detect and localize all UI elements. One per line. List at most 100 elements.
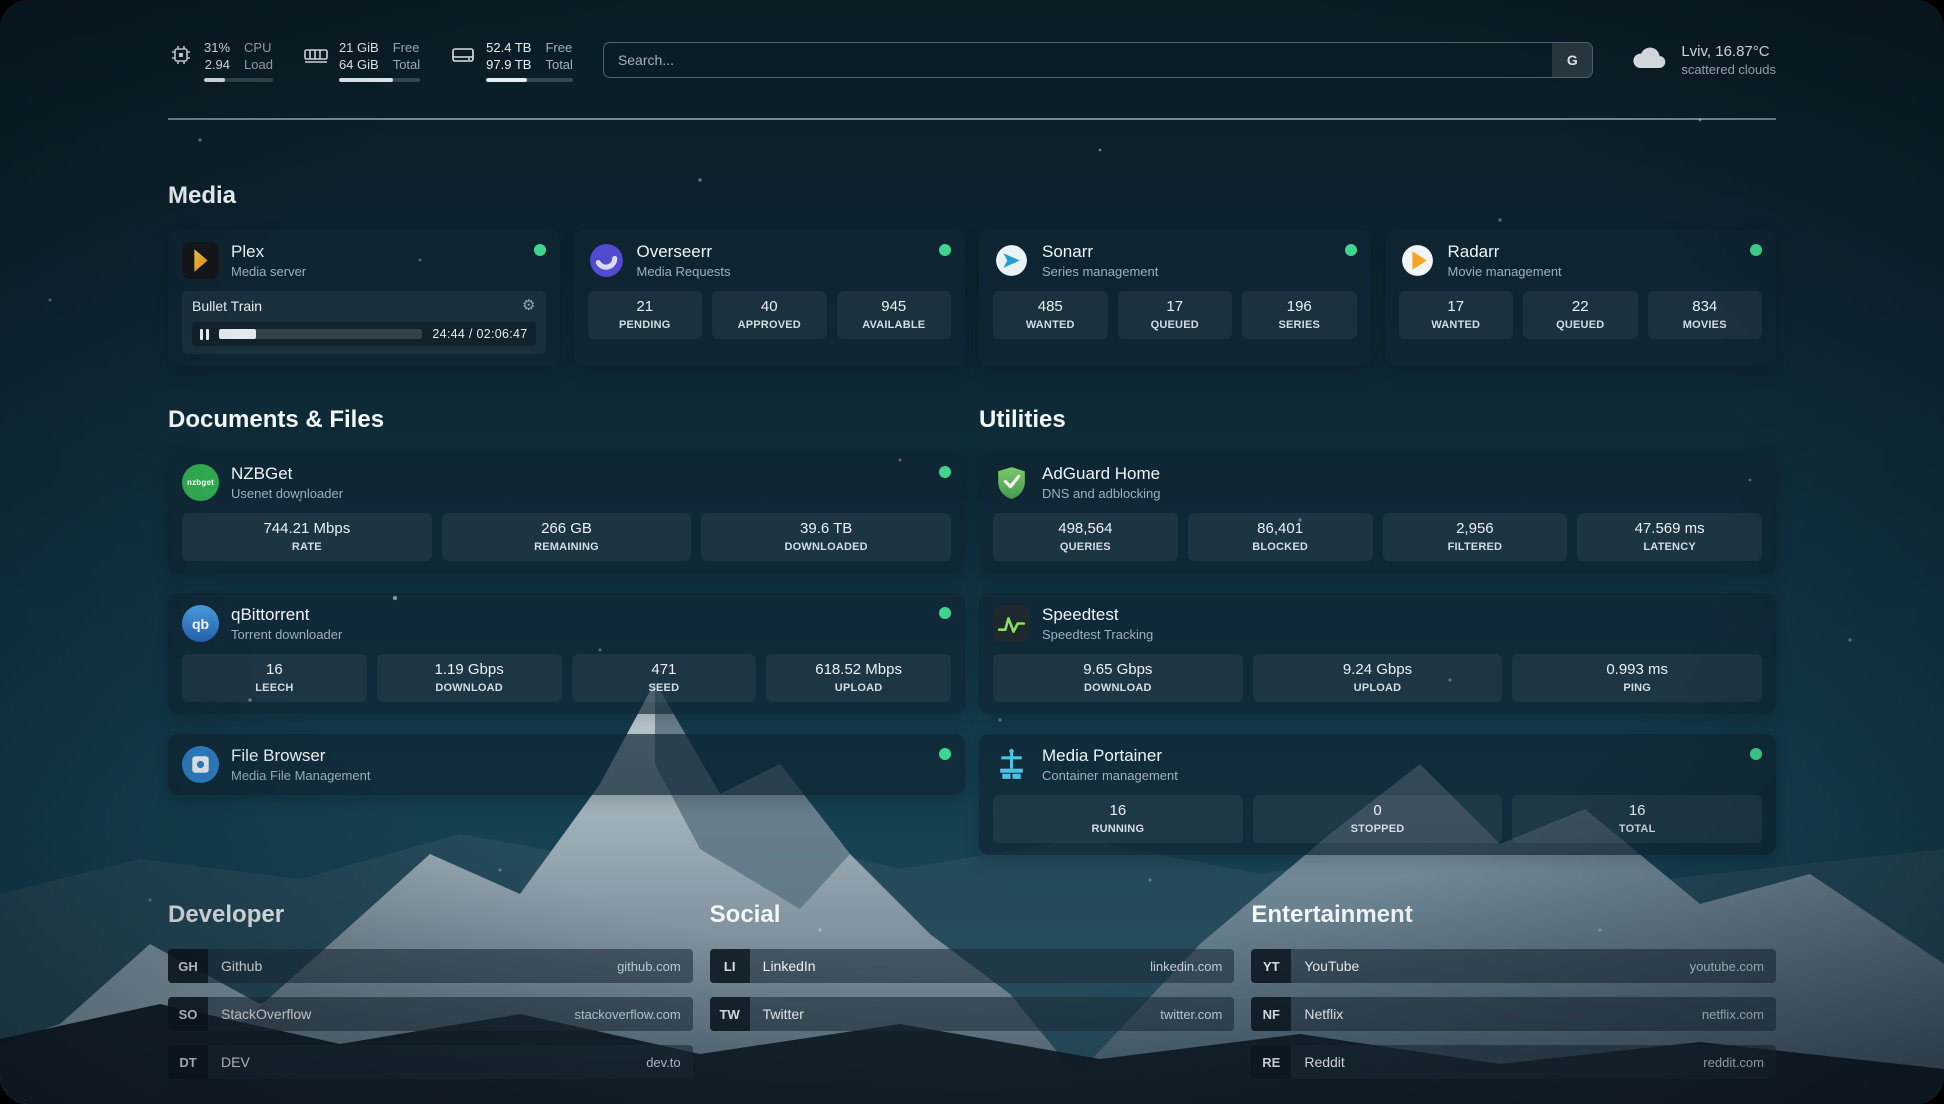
header-divider xyxy=(168,118,1776,120)
stat-approved: 40 APPROVED xyxy=(712,291,827,339)
netflix-icon: NF xyxy=(1251,997,1292,1031)
service-card-radarr[interactable]: Radarr Movie management 17 WANTED 22 QUE… xyxy=(1384,230,1776,366)
portainer-icon xyxy=(993,746,1030,783)
cpu-label: CPU xyxy=(244,39,272,55)
stat-wanted: 485 WANTED xyxy=(993,291,1108,339)
stat-download: 1.19 Gbps DOWNLOAD xyxy=(376,654,562,702)
weather-condition: scattered clouds xyxy=(1681,62,1776,77)
cpu-stats: 31% 2.94 CPU Load xyxy=(168,39,273,82)
disk-free-value: 52.4 TB xyxy=(486,39,532,55)
disk-usage-bar xyxy=(486,77,573,82)
pause-icon[interactable] xyxy=(200,328,209,340)
youtube-icon: YT xyxy=(1251,949,1292,983)
service-card-nzbget[interactable]: nzbget NZBGet Usenet downloader 744.21 M… xyxy=(168,452,965,573)
stat-pending: 21 PENDING xyxy=(587,291,702,339)
service-card-adguard[interactable]: AdGuard Home DNS and adblocking 498,564 … xyxy=(979,452,1776,573)
search-input[interactable] xyxy=(603,43,1553,77)
stat-rate: 744.21 Mbps RATE xyxy=(182,513,432,561)
stat-latency: 47.569 ms LATENCY xyxy=(1577,513,1762,561)
now-playing-title: Bullet Train xyxy=(192,298,263,314)
plex-icon xyxy=(182,242,219,279)
adguard-icon xyxy=(993,464,1030,501)
search-engine-button[interactable]: G xyxy=(1552,43,1593,77)
stat-download: 9.65 Gbps DOWNLOAD xyxy=(993,654,1243,702)
stat-total: 16 TOTAL xyxy=(1512,795,1763,843)
now-playing: Bullet Train ⚙ 24:44 / 02:06:47 xyxy=(182,291,546,354)
service-name: Sonarr xyxy=(1042,242,1094,261)
reddit-icon: RE xyxy=(1251,1045,1292,1079)
service-card-speedtest[interactable]: Speedtest Speedtest Tracking 9.65 Gbps D… xyxy=(979,593,1776,714)
service-subtitle: Container management xyxy=(1042,768,1178,783)
service-name: File Browser xyxy=(231,746,326,765)
bookmark-twitter[interactable]: TW Twitter twitter.com xyxy=(709,997,1235,1031)
service-name: qBittorrent xyxy=(231,605,310,624)
nzbget-icon: nzbget xyxy=(182,464,219,501)
memory-total-value: 64 GiB xyxy=(338,56,379,72)
stat-queries: 498,564 QUERIES xyxy=(993,513,1178,561)
section-title-social: Social xyxy=(709,901,781,928)
bookmark-youtube[interactable]: YT YouTube youtube.com xyxy=(1251,949,1776,983)
status-dot xyxy=(1750,244,1762,256)
top-bar: 31% 2.94 CPU Load xyxy=(168,34,1776,86)
bookmark-github[interactable]: GH Github github.com xyxy=(168,949,693,983)
stat-upload: 9.24 Gbps UPLOAD xyxy=(1252,654,1503,702)
disk-total-label: Total xyxy=(545,56,573,72)
service-card-plex[interactable]: Plex Media server Bullet Train ⚙ 24: xyxy=(168,230,560,366)
service-subtitle: Speedtest Tracking xyxy=(1042,627,1154,642)
weather-widget[interactable]: Lviv, 16.87°C scattered clouds xyxy=(1629,42,1776,78)
status-dot xyxy=(939,466,951,478)
service-card-filebrowser[interactable]: File Browser Media File Management xyxy=(168,734,965,795)
search-bar[interactable]: G xyxy=(602,42,1594,78)
memory-usage-bar xyxy=(338,77,421,82)
service-card-overseerr[interactable]: Overseerr Media Requests 21 PENDING 40 A… xyxy=(573,230,965,366)
disk-stats: 52.4 TB 97.9 TB Free Total xyxy=(450,39,573,82)
playback-progress-track[interactable] xyxy=(219,329,423,339)
cpu-load-label: Load xyxy=(244,56,273,72)
qbittorrent-icon: qb xyxy=(182,605,219,642)
cloud-icon xyxy=(1629,44,1669,77)
overseerr-icon xyxy=(588,242,625,279)
gear-icon[interactable]: ⚙ xyxy=(522,297,536,314)
disk-free-label: Free xyxy=(545,39,573,55)
service-name: Speedtest xyxy=(1042,605,1119,624)
stackoverflow-icon: SO xyxy=(168,997,208,1031)
stat-running: 16 RUNNING xyxy=(993,795,1243,843)
disk-icon xyxy=(450,42,476,68)
service-name: Overseerr xyxy=(636,242,713,261)
dev-icon: DT xyxy=(168,1045,208,1079)
bookmark-group-developer: Developer GH Github github.com SO StackO… xyxy=(168,901,693,1079)
memory-free-label: Free xyxy=(392,39,420,55)
service-subtitle: Media server xyxy=(231,264,307,279)
filebrowser-icon xyxy=(182,746,219,783)
playback-bar: 24:44 / 02:06:47 xyxy=(192,322,536,346)
cpu-percent: 31% xyxy=(204,39,231,55)
cpu-usage-bar xyxy=(204,77,273,82)
service-subtitle: Usenet downloader xyxy=(231,486,344,501)
bookmark-dev[interactable]: DT DEV dev.to xyxy=(168,1045,693,1079)
service-card-sonarr[interactable]: Sonarr Series management 485 WANTED 17 Q… xyxy=(979,230,1371,366)
bookmark-reddit[interactable]: RE Reddit reddit.com xyxy=(1251,1045,1776,1079)
service-card-qbittorrent[interactable]: qb qBittorrent Torrent downloader 16 LEE… xyxy=(168,593,965,714)
service-subtitle: Media File Management xyxy=(231,768,371,783)
linkedin-icon: LI xyxy=(709,949,750,983)
utilities-column: Utilities xyxy=(979,406,1776,855)
status-dot xyxy=(939,748,951,760)
bookmark-group-social: Social LI LinkedIn linkedin.com TW Twitt… xyxy=(709,901,1235,1079)
service-subtitle: DNS and adblocking xyxy=(1042,486,1161,501)
bookmark-linkedin[interactable]: LI LinkedIn linkedin.com xyxy=(709,949,1235,983)
status-dot xyxy=(1750,748,1762,760)
service-card-portainer[interactable]: Media Portainer Container management 16 … xyxy=(979,734,1776,855)
bookmark-stackoverflow[interactable]: SO StackOverflow stackoverflow.com xyxy=(168,997,693,1031)
section-title-documents: Documents & Files xyxy=(168,406,385,433)
bookmark-group-entertainment: Entertainment YT YouTube youtube.com NF … xyxy=(1251,901,1776,1079)
stat-downloaded: 39.6 TB DOWNLOADED xyxy=(701,513,952,561)
status-dot xyxy=(939,244,951,256)
memory-free-value: 21 GiB xyxy=(338,39,379,55)
disk-total-value: 97.9 TB xyxy=(486,56,532,72)
bookmark-netflix[interactable]: NF Netflix netflix.com xyxy=(1251,997,1776,1031)
status-dot xyxy=(1344,244,1357,256)
cpu-usage-fill xyxy=(204,77,226,82)
status-dot xyxy=(533,244,546,256)
section-title-developer: Developer xyxy=(168,901,285,928)
